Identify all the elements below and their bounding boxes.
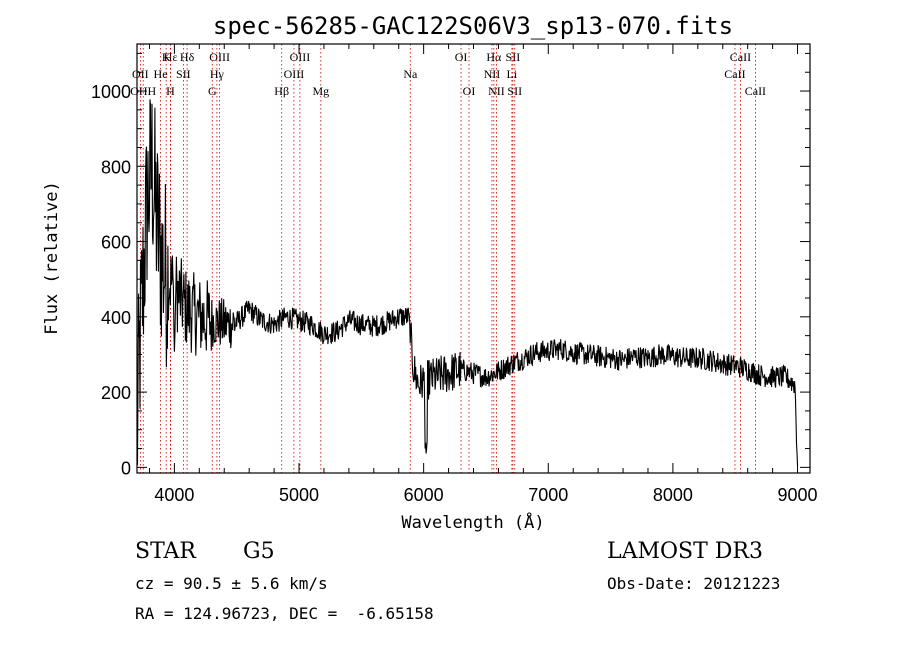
x-axis-label: Wavelength (Å) xyxy=(401,511,544,533)
x-tick-label: 6000 xyxy=(404,485,444,505)
line-marker-label: Hα xyxy=(486,50,502,64)
line-marker-label: SII xyxy=(176,67,191,81)
line-marker-label: SII xyxy=(507,84,522,98)
line-marker-label: OI xyxy=(463,84,476,98)
y-tick-label: 800 xyxy=(101,157,131,177)
line-marker-label: Hγ xyxy=(210,67,225,81)
redshift-value: cz = 90.5 ± 5.6 km/s xyxy=(135,574,328,593)
axis-ticks: 4000 5000 6000 7000 8000 9000 0 200 400 600 800 100… xyxy=(91,44,818,505)
y-tick-label: 600 xyxy=(101,233,131,253)
line-marker-label: NII xyxy=(488,84,505,98)
flux-series-line xyxy=(136,99,799,466)
line-marker-label: Mg xyxy=(312,84,329,98)
line-marker-label: CaII xyxy=(745,84,766,98)
x-tick-label: 4000 xyxy=(154,485,194,505)
survey-name: LAMOST DR3 xyxy=(607,539,763,564)
line-marker-label: NII xyxy=(484,67,501,81)
y-tick-label: 200 xyxy=(101,383,131,403)
y-axis-label: Flux (relative) xyxy=(42,181,62,335)
line-marker-label: H xyxy=(166,84,175,98)
observation-date: Obs-Date: 20121223 xyxy=(607,574,781,593)
line-marker-label: Hβ xyxy=(274,84,289,98)
line-marker-label: OII xyxy=(132,67,149,81)
line-marker-label: CaII xyxy=(724,67,745,81)
object-subclass: G5 xyxy=(243,539,275,564)
x-tick-label: 9000 xyxy=(778,485,818,505)
line-marker-label: Na xyxy=(403,67,418,81)
line-marker-label: Hδ xyxy=(180,50,195,64)
chart-title: spec-56285-GAC122S06V3_sp13-070.fits xyxy=(213,12,733,40)
line-marker-label: OIII xyxy=(290,50,311,64)
line-marker-label: OIII xyxy=(209,50,230,64)
object-class: STAR xyxy=(135,539,196,564)
line-marker-label: SII xyxy=(506,50,521,64)
x-tick-label: 7000 xyxy=(528,485,568,505)
line-marker-label: OIII xyxy=(284,67,305,81)
plot-frame xyxy=(136,43,811,474)
y-tick-label: 1000 xyxy=(91,82,131,102)
line-marker-label: He xyxy=(154,67,168,81)
x-tick-label: 5000 xyxy=(279,485,319,505)
line-marker-label: Li xyxy=(507,67,518,81)
y-tick-label: 0 xyxy=(121,458,131,478)
line-marker-label: OI xyxy=(455,50,468,64)
line-marker-label: G xyxy=(208,84,217,98)
line-marker-label: CaII xyxy=(730,50,751,64)
y-tick-label: 400 xyxy=(101,308,131,328)
line-marker-label: K xyxy=(162,50,171,64)
x-tick-label: 8000 xyxy=(653,485,693,505)
coordinates: RA = 124.96723, DEC = -6.65158 xyxy=(135,604,434,623)
